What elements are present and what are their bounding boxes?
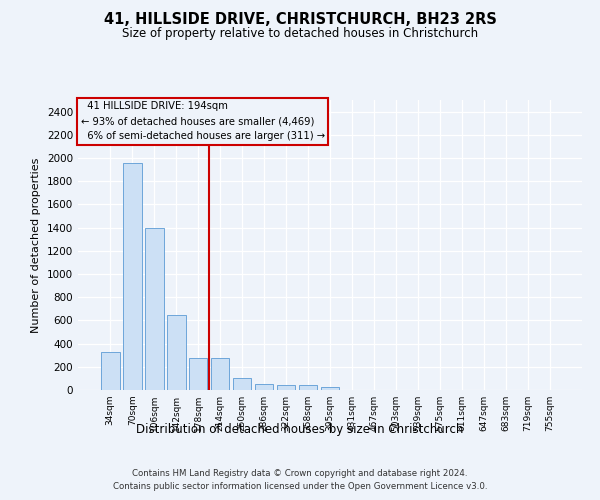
- Text: Contains HM Land Registry data © Crown copyright and database right 2024.: Contains HM Land Registry data © Crown c…: [132, 468, 468, 477]
- Bar: [277, 386, 295, 390]
- Bar: [299, 386, 317, 390]
- Text: 41, HILLSIDE DRIVE, CHRISTCHURCH, BH23 2RS: 41, HILLSIDE DRIVE, CHRISTCHURCH, BH23 2…: [104, 12, 496, 28]
- Bar: [167, 315, 185, 390]
- Bar: [320, 388, 340, 390]
- Bar: [233, 378, 251, 390]
- Bar: [211, 358, 229, 390]
- Bar: [255, 384, 274, 390]
- Text: Distribution of detached houses by size in Christchurch: Distribution of detached houses by size …: [136, 422, 464, 436]
- Bar: [101, 352, 119, 390]
- Text: Contains public sector information licensed under the Open Government Licence v3: Contains public sector information licen…: [113, 482, 487, 491]
- Bar: [123, 162, 142, 390]
- Bar: [145, 228, 164, 390]
- Bar: [189, 358, 208, 390]
- Text: Size of property relative to detached houses in Christchurch: Size of property relative to detached ho…: [122, 28, 478, 40]
- Text: 41 HILLSIDE DRIVE: 194sqm
← 93% of detached houses are smaller (4,469)
  6% of s: 41 HILLSIDE DRIVE: 194sqm ← 93% of detac…: [80, 102, 325, 141]
- Y-axis label: Number of detached properties: Number of detached properties: [31, 158, 41, 332]
